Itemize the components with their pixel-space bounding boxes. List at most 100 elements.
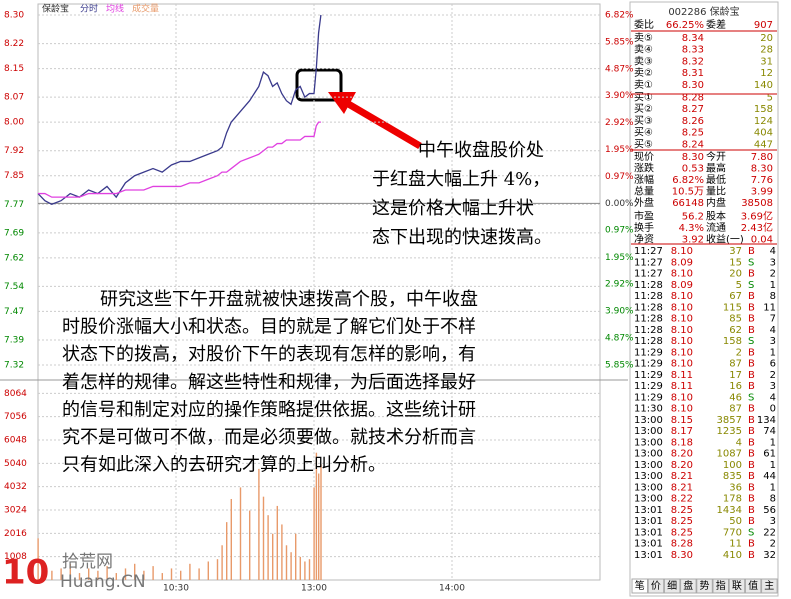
stat-value: 3.69亿 bbox=[741, 210, 773, 223]
trade-time: 11:28 bbox=[634, 280, 663, 291]
book-price: 8.27 bbox=[682, 104, 704, 115]
trade-count: 2 bbox=[770, 539, 776, 550]
book-volume: 158 bbox=[754, 104, 773, 115]
trade-volume: 178 bbox=[723, 494, 742, 505]
volume-bar bbox=[226, 522, 228, 580]
y-tick-label: 8.07 bbox=[4, 93, 24, 103]
book-volume: 31 bbox=[760, 56, 773, 67]
volume-bar bbox=[239, 487, 242, 580]
trade-price: 8.10 bbox=[671, 325, 693, 336]
volume-bar bbox=[272, 533, 274, 580]
paragraph-line: 时股价涨幅大小和状态。目的就是了解它们处于不样 bbox=[62, 317, 476, 338]
volume-bar bbox=[134, 563, 136, 580]
tab-label: 细 bbox=[667, 579, 677, 592]
stat-label: 内盘 bbox=[706, 196, 726, 209]
y-tick-label: 7.47 bbox=[4, 307, 24, 317]
trade-side: B bbox=[748, 404, 755, 415]
trade-volume: 770 bbox=[723, 527, 742, 538]
stock-header: 002286 保龄宝 bbox=[668, 5, 739, 18]
book-price: 8.25 bbox=[682, 128, 704, 139]
tab-label: 笔 bbox=[635, 579, 645, 592]
trade-time: 13:01 bbox=[634, 527, 663, 538]
y-tick-label: 7.92 bbox=[4, 146, 24, 156]
stat-label: 收益(一) bbox=[706, 233, 744, 246]
volume-bar bbox=[106, 566, 108, 580]
stat-label: 净资 bbox=[634, 233, 654, 246]
trade-time: 13:00 bbox=[634, 426, 663, 437]
y2-tick-label: 4.87% bbox=[605, 333, 634, 343]
trade-count: 74 bbox=[763, 426, 776, 437]
trade-price: 8.28 bbox=[671, 539, 693, 550]
trade-side: B bbox=[748, 314, 755, 325]
trade-volume: 115 bbox=[723, 302, 742, 313]
book-price: 8.28 bbox=[682, 93, 704, 104]
trade-volume: 100 bbox=[723, 460, 742, 471]
price-line bbox=[38, 121, 321, 198]
stat-label: 今开 bbox=[706, 150, 726, 163]
trade-volume: 1434 bbox=[717, 505, 742, 516]
book-price: 8.33 bbox=[682, 45, 704, 56]
stat-value: 8.30 bbox=[682, 152, 704, 163]
volume-bar bbox=[276, 505, 278, 580]
stat-label: 涨跌 bbox=[634, 162, 654, 175]
trade-volume: 2 bbox=[736, 347, 742, 358]
trade-side: B bbox=[748, 460, 755, 471]
trade-count: 3 bbox=[770, 516, 776, 527]
book-volume: 140 bbox=[754, 80, 773, 91]
trade-volume: 5 bbox=[736, 280, 742, 291]
trade-price: 8.10 bbox=[671, 336, 693, 347]
trade-price: 8.21 bbox=[671, 482, 693, 493]
trade-price: 8.17 bbox=[671, 426, 693, 437]
trade-time: 11:29 bbox=[634, 370, 663, 381]
tab-label: 值 bbox=[748, 579, 758, 592]
volume-bar bbox=[308, 559, 311, 580]
stat-value: 10.5万 bbox=[672, 187, 704, 198]
trade-side: B bbox=[748, 437, 755, 448]
trade-volume: 62 bbox=[729, 325, 742, 336]
trade-time: 13:00 bbox=[634, 460, 663, 471]
trade-volume: 87 bbox=[729, 359, 742, 370]
tab bbox=[712, 578, 729, 594]
trade-side: S bbox=[748, 336, 754, 347]
trade-volume: 50 bbox=[729, 516, 742, 527]
trade-time: 13:00 bbox=[634, 449, 663, 460]
book-label: 买③ bbox=[634, 115, 653, 127]
trade-price: 8.10 bbox=[671, 302, 693, 313]
annotation-line: 这是价格大幅上升状 bbox=[372, 198, 534, 219]
trade-time: 11:27 bbox=[634, 257, 663, 268]
stat-value: 0.53 bbox=[682, 164, 704, 175]
trade-side: B bbox=[748, 539, 755, 550]
trade-side: B bbox=[748, 370, 755, 381]
trade-price: 8.25 bbox=[671, 505, 693, 516]
book-label: 卖③ bbox=[634, 55, 653, 67]
volume-bar bbox=[221, 545, 223, 580]
trade-price: 8.09 bbox=[671, 257, 693, 268]
trade-count: 22 bbox=[763, 527, 776, 538]
book-price: 8.32 bbox=[682, 56, 704, 67]
y2-tick-label: 0.97% bbox=[605, 226, 634, 236]
y-tick-label: 7.69 bbox=[4, 228, 24, 238]
volume-bar bbox=[207, 561, 209, 580]
trade-time: 13:00 bbox=[634, 494, 663, 505]
stat-label: 最高 bbox=[706, 162, 726, 175]
trade-volume: 15 bbox=[729, 257, 742, 268]
trade-count: 1 bbox=[770, 460, 776, 471]
trade-side: B bbox=[748, 482, 755, 493]
trade-price: 8.10 bbox=[671, 404, 693, 415]
volume-bar bbox=[88, 568, 90, 580]
trade-count: 44 bbox=[763, 471, 776, 482]
stat-value: 7.80 bbox=[751, 152, 773, 163]
trade-side: B bbox=[748, 246, 755, 257]
y2-tick-label: 3.90% bbox=[605, 307, 634, 317]
trade-side: B bbox=[748, 494, 755, 505]
y2-tick-label: 5.85% bbox=[605, 37, 634, 47]
annotation-line: 中午收盘股价处 bbox=[418, 140, 544, 161]
trade-volume: 410 bbox=[723, 550, 742, 561]
trade-count: 6 bbox=[770, 359, 776, 370]
trade-time: 11:30 bbox=[634, 404, 663, 415]
trade-side: B bbox=[748, 269, 755, 280]
book-volume: 12 bbox=[760, 68, 773, 79]
trade-volume: 17 bbox=[729, 370, 742, 381]
volume-bar bbox=[304, 561, 306, 580]
